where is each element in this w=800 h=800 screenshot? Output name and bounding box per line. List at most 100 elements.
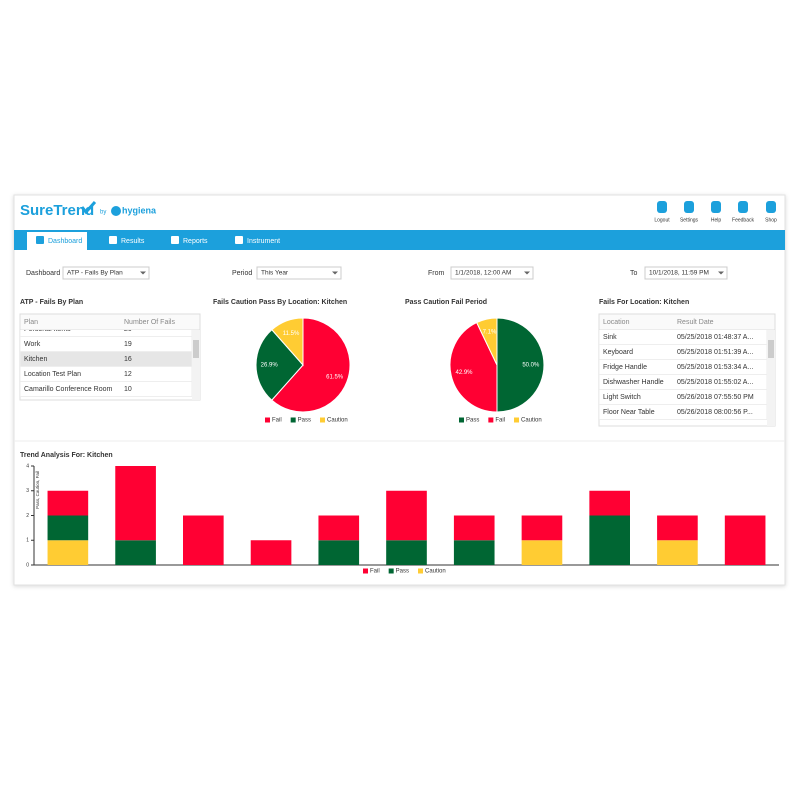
table-cell: 12 — [124, 371, 132, 378]
action-icon[interactable] — [657, 201, 667, 213]
table-cell: Kitchen — [24, 356, 47, 363]
bar-segment[interactable] — [47, 490, 89, 516]
bar-segment[interactable] — [724, 515, 766, 566]
legend-swatch — [488, 417, 494, 423]
dropdown-arrow — [332, 271, 338, 275]
legend-label: Caution — [327, 418, 348, 424]
bar-segment[interactable] — [318, 540, 360, 565]
legend-swatch — [418, 568, 424, 574]
nav-icon[interactable] — [36, 236, 44, 244]
action-icon[interactable] — [684, 201, 694, 213]
column-header: Result Date — [677, 319, 714, 326]
filter-value[interactable]: ATP - Fails By Plan — [67, 270, 123, 277]
table-cell: Light Switch — [603, 394, 641, 401]
action-label[interactable]: Settings — [680, 217, 699, 223]
bar-segment[interactable] — [386, 540, 427, 565]
y-tick-label: 1 — [26, 538, 29, 544]
legend-swatch — [363, 568, 368, 574]
legend-label: Caution — [425, 569, 446, 575]
bar-segment[interactable] — [521, 515, 563, 541]
pie-slice[interactable] — [271, 317, 304, 367]
legend-swatch — [459, 417, 464, 423]
bar-segment[interactable] — [589, 515, 630, 566]
y-axis-label: Pass, Caution, Fail — [35, 471, 40, 509]
scroll-thumb[interactable] — [768, 340, 774, 358]
panel-title: Fails For Location: Kitchen — [599, 299, 689, 306]
table-cell: 05/26/2018 08:00:56 P... — [677, 409, 753, 416]
bar-segment[interactable] — [386, 490, 427, 541]
filter-select[interactable] — [450, 266, 534, 280]
bar-segment[interactable] — [183, 515, 224, 566]
table-body: Personal Items 20 Work 19 Kitchen 16 Location … — [20, 326, 192, 397]
bar-segment[interactable] — [521, 540, 563, 565]
table-cell: 05/25/2018 01:53:34 A... — [677, 364, 753, 371]
bar-segment[interactable] — [453, 540, 495, 565]
filter-select[interactable] — [644, 266, 728, 280]
slice-label: 50.0% — [522, 363, 540, 369]
bar-segment[interactable] — [47, 540, 89, 565]
pie-slice[interactable] — [255, 329, 304, 401]
bar-segment[interactable] — [657, 515, 698, 541]
action-label[interactable]: Logout — [654, 217, 670, 223]
nav-icon[interactable] — [109, 236, 117, 244]
pie-slice[interactable] — [449, 321, 498, 413]
table-row[interactable] — [20, 336, 192, 352]
filter-select[interactable] — [256, 266, 342, 280]
bar-segment[interactable] — [115, 466, 156, 541]
scrollbar — [192, 330, 200, 400]
dropdown-arrow — [140, 271, 146, 275]
column-header: Number Of Fails — [124, 319, 175, 326]
nav-item[interactable]: Reports — [183, 238, 208, 245]
dropdown-arrow — [524, 271, 530, 275]
table-cell: 20 — [124, 326, 132, 333]
table-row[interactable] — [599, 404, 767, 420]
bar-segment[interactable] — [453, 515, 495, 541]
nav-item[interactable]: Instrument — [247, 238, 280, 245]
nav-item[interactable]: Dashboard — [48, 238, 82, 245]
filter-value[interactable]: 10/1/2018, 11:59 PM — [649, 270, 709, 277]
pie-slice[interactable] — [476, 317, 498, 366]
chart-title: Trend Analysis For: Kitchen — [20, 452, 113, 459]
logo-check — [80, 200, 97, 215]
action-icon[interactable] — [738, 201, 748, 213]
legend-label: Pass — [466, 418, 479, 424]
pie-slice[interactable] — [271, 317, 351, 413]
nav-icon[interactable] — [235, 236, 243, 244]
nav-bar — [14, 230, 785, 250]
table-cell: Location Test Plan — [24, 371, 81, 378]
filter-value[interactable]: 1/1/2018, 12:00 AM — [455, 270, 511, 277]
filter-value[interactable]: This Year — [261, 270, 289, 277]
filter-select[interactable] — [62, 266, 150, 280]
bar-segment[interactable] — [250, 540, 292, 565]
bar-segment[interactable] — [47, 515, 89, 541]
action-icon[interactable] — [711, 201, 721, 213]
chart-title: Fails Caution Pass By Location: Kitchen — [213, 299, 347, 306]
table-row[interactable] — [20, 381, 192, 397]
bar-segment[interactable] — [589, 490, 630, 516]
legend-swatch — [388, 568, 394, 574]
column-header: Location — [603, 319, 630, 326]
action-label[interactable]: Shop — [765, 217, 777, 223]
column-header: Plan — [24, 319, 38, 326]
pie-slice[interactable] — [496, 317, 545, 413]
scroll-thumb[interactable] — [193, 340, 199, 358]
filter-label: From — [428, 270, 445, 277]
legend-swatch — [320, 417, 326, 423]
bar-segment[interactable] — [115, 540, 156, 565]
y-tick-label: 0 — [26, 562, 29, 568]
nav-item[interactable]: Results — [121, 238, 145, 245]
slice-label: 11.5% — [283, 331, 300, 337]
scrollbar — [767, 330, 775, 426]
action-label[interactable]: Help — [711, 217, 722, 223]
table-cell: 16 — [124, 356, 132, 363]
action-label[interactable]: Feedback — [732, 217, 754, 223]
legend-label: Pass — [298, 418, 311, 424]
nav-icon[interactable] — [171, 236, 179, 244]
bar-segment[interactable] — [657, 540, 698, 565]
action-icon[interactable] — [766, 201, 776, 213]
y-tick-label: 4 — [26, 463, 29, 469]
bar-segment[interactable] — [318, 515, 360, 541]
table-cell: 19 — [124, 341, 132, 348]
